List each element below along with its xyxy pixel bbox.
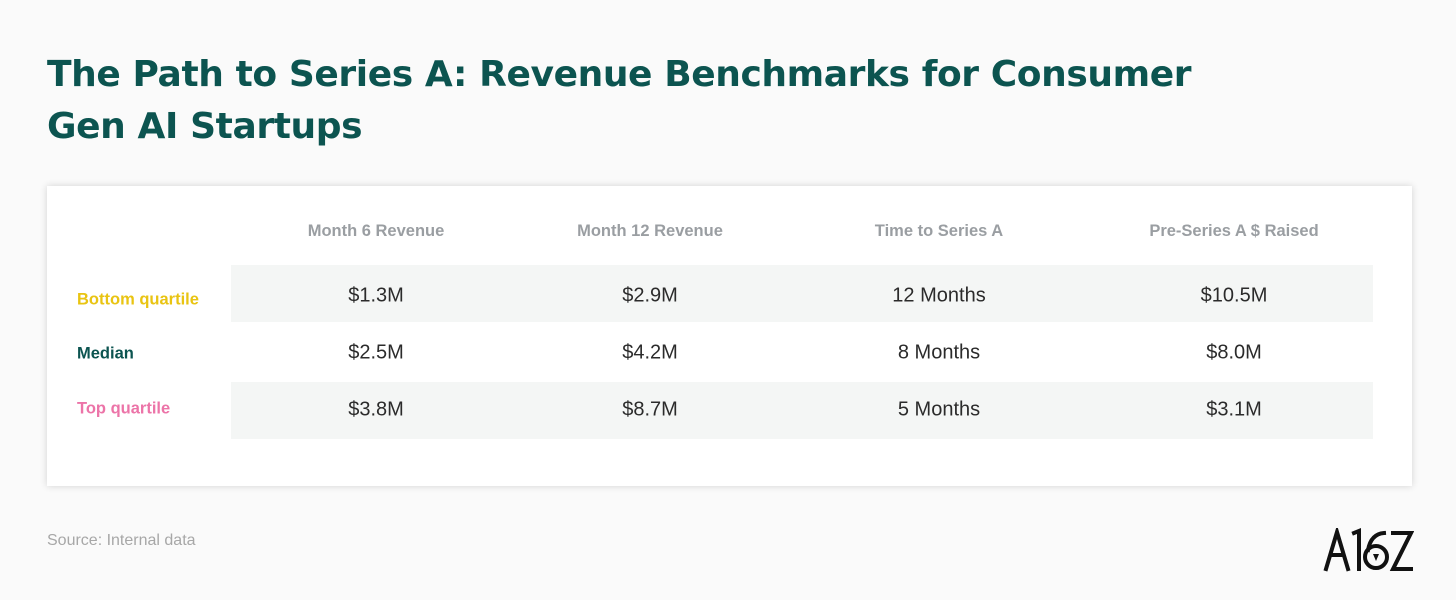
row-label-bottom-quartile: Bottom quartile [77, 290, 199, 309]
cell-bottom-month-6: $1.3M [348, 284, 404, 307]
row-label-median: Median [77, 344, 134, 363]
cell-bottom-pre-series-a-raised: $10.5M [1200, 284, 1268, 307]
cell-median-pre-series-a-raised: $8.0M [1206, 341, 1262, 364]
column-header-month-6-revenue: Month 6 Revenue [307, 222, 445, 240]
benchmark-table: Month 6 Revenue Month 12 Revenue Time to… [47, 186, 1412, 486]
source-note: Source: Internal data [47, 532, 196, 549]
cell-median-time-to-series-a: 8 Months [897, 341, 981, 364]
cell-top-pre-series-a-raised: $3.1M [1206, 398, 1262, 421]
row-band-top-quartile [231, 382, 1373, 439]
row-label-top-quartile: Top quartile [77, 399, 171, 418]
cell-median-month-12: $4.2M [622, 341, 678, 364]
column-header-month-12-revenue: Month 12 Revenue [577, 222, 723, 240]
column-header-time-to-series-a: Time to Series A [874, 222, 1004, 240]
cell-bottom-time-to-series-a: 12 Months [892, 284, 986, 307]
cell-median-month-6: $2.5M [348, 341, 404, 364]
row-band-bottom-quartile [231, 265, 1373, 322]
cell-bottom-month-12: $2.9M [622, 284, 678, 307]
column-header-pre-series-a-raised: Pre-Series A $ Raised [1149, 222, 1319, 240]
cell-top-month-6: $3.8M [348, 398, 404, 421]
cell-top-time-to-series-a: 5 Months [897, 398, 981, 421]
a16z-logo [1323, 528, 1414, 572]
cell-top-month-12: $8.7M [622, 398, 678, 421]
chart-title: The Path to Series A: Revenue Benchmarks… [47, 54, 1192, 147]
